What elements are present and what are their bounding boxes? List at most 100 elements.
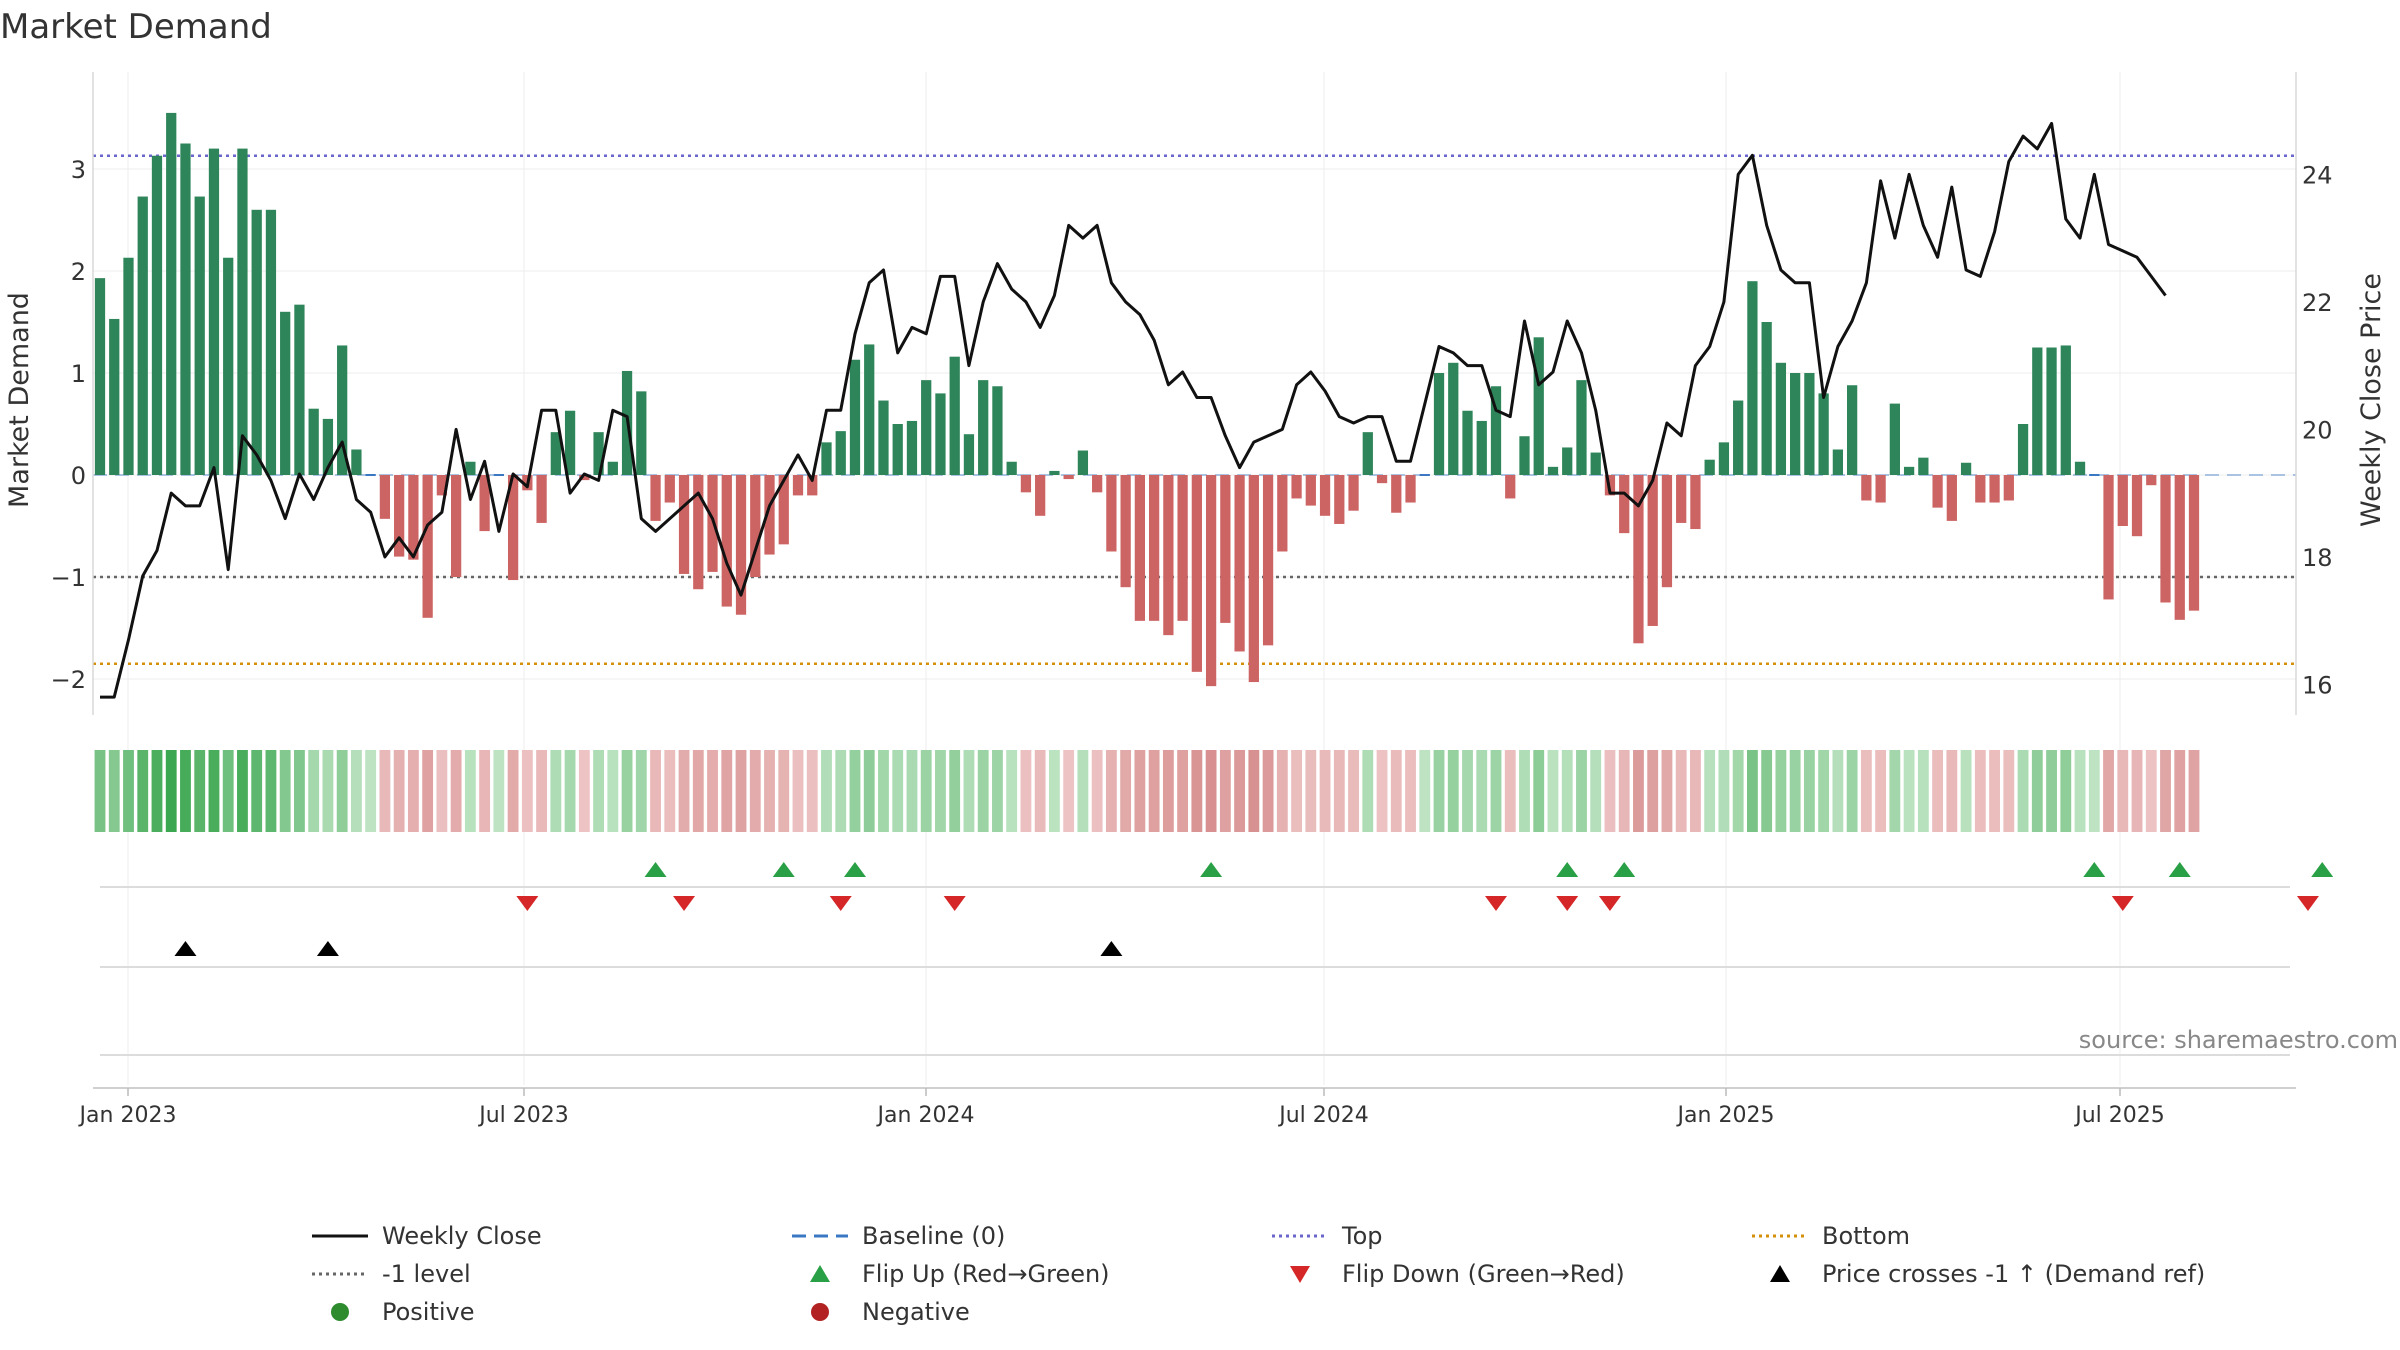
heat-cell: [1775, 750, 1787, 832]
heat-cell: [180, 750, 191, 832]
heat-cell: [222, 750, 234, 832]
demand-bar: [1106, 475, 1117, 552]
heat-cell: [165, 750, 177, 832]
heat-cell: [678, 750, 690, 832]
price-line-path: [100, 121, 2167, 699]
demand-bar: [1348, 475, 1359, 511]
axes: 3 2 1 0 −1 −2 24 22 20 18 16: [51, 72, 2333, 715]
demand-bar: [1120, 475, 1131, 588]
heat-cell: [1590, 750, 1602, 832]
demand-bar: [1405, 475, 1416, 503]
legend-label: Weekly Close: [382, 1222, 542, 1250]
heat-cell: [1690, 750, 1701, 832]
heat-cell: [564, 750, 576, 832]
heat-cell: [1276, 750, 1288, 832]
legend-dotted-swatch: [1752, 1234, 1808, 1238]
triangle-up-icon: [810, 1265, 830, 1282]
demand-bar: [792, 475, 804, 496]
demand-bar: [1134, 475, 1146, 621]
heat-cell: [2046, 750, 2057, 832]
demand-bar: [764, 475, 775, 555]
demand-bar: [1832, 449, 1844, 475]
demand-bar: [807, 475, 818, 496]
demand-bar: [94, 278, 106, 475]
demand-bar: [1433, 373, 1445, 475]
demand-bar: [2117, 475, 2128, 526]
heat-cell: [1618, 750, 1630, 832]
heat-cell: [151, 750, 163, 832]
demand-bar: [1148, 475, 1160, 621]
demand-bar: [1205, 475, 1217, 687]
demand-bar: [2032, 347, 2043, 475]
demand-bar: [1163, 475, 1174, 636]
heat-cell: [336, 750, 348, 832]
demand-bar: [978, 380, 989, 475]
heat-cell: [1490, 750, 1502, 832]
demand-bar: [1191, 475, 1202, 672]
heat-cell: [1162, 750, 1174, 832]
heat-cell: [1447, 750, 1459, 832]
heat-cell: [436, 750, 448, 832]
heat-cell: [1547, 750, 1559, 832]
y2-tick-label: 16: [2302, 671, 2333, 699]
heat-cell: [2160, 750, 2171, 832]
heat-cell: [2103, 750, 2114, 832]
heat-cell: [521, 750, 533, 832]
heat-cell: [1818, 750, 1830, 832]
heat-cell: [650, 750, 661, 832]
heat-cell: [1234, 750, 1246, 832]
demand-bar: [1462, 410, 1473, 475]
demand-bar: [2146, 475, 2157, 486]
flip-up-marker: [772, 862, 795, 877]
demand-bar: [223, 257, 234, 475]
demand-bar: [935, 393, 946, 475]
heat-cell: [194, 750, 206, 832]
legend-dashed-swatch: [792, 1234, 848, 1238]
legend-dot-swatch: [811, 1303, 829, 1321]
demand-bar: [1576, 380, 1587, 475]
demand-bar: [1490, 386, 1502, 475]
heat-cell: [707, 750, 718, 832]
demand-bar: [892, 424, 903, 475]
demand-bar: [992, 386, 1003, 475]
flip-down-marker: [516, 896, 539, 911]
demand-bar: [1775, 362, 1787, 475]
demand-bar: [607, 461, 618, 475]
price-cross-marker: [174, 941, 197, 956]
heat-cell: [1177, 750, 1189, 832]
demand-bar: [151, 155, 163, 476]
flip-up-marker: [843, 862, 866, 877]
demand-bar: [721, 475, 732, 607]
heat-cell: [1846, 750, 1858, 832]
heat-cell: [350, 750, 362, 832]
demand-bar: [1519, 436, 1530, 475]
demand-bar: [294, 304, 305, 475]
heat-cell: [621, 750, 633, 832]
demand-bar: [1590, 452, 1601, 475]
demand-bar: [308, 408, 319, 475]
demand-bar: [337, 345, 348, 475]
heat-cell: [464, 750, 476, 832]
heat-cell: [1960, 750, 1972, 832]
demand-bar: [166, 112, 177, 476]
heat-cell: [1647, 750, 1659, 832]
y-tick-label: −2: [51, 666, 86, 694]
demand-bar: [1889, 403, 1900, 475]
heat-cell: [251, 750, 263, 832]
x-tick-label: Jul 2025: [2073, 1103, 2165, 1128]
demand-bar: [109, 318, 120, 475]
demand-bar: [1690, 475, 1701, 530]
heat-cell: [123, 750, 134, 832]
demand-bar: [849, 359, 861, 475]
heat-cell: [1006, 750, 1018, 832]
triangle-up-icon: [1770, 1265, 1790, 1282]
demand-bar: [1376, 475, 1388, 484]
demand-bar: [1790, 373, 1801, 475]
heat-cell: [1903, 750, 1915, 832]
heat-cell: [2003, 750, 2015, 832]
heat-cell: [806, 750, 818, 832]
heat-cell: [422, 750, 434, 832]
demand-bar: [878, 400, 889, 475]
demand-bar: [194, 196, 205, 476]
flip-up-marker: [1613, 862, 1636, 877]
